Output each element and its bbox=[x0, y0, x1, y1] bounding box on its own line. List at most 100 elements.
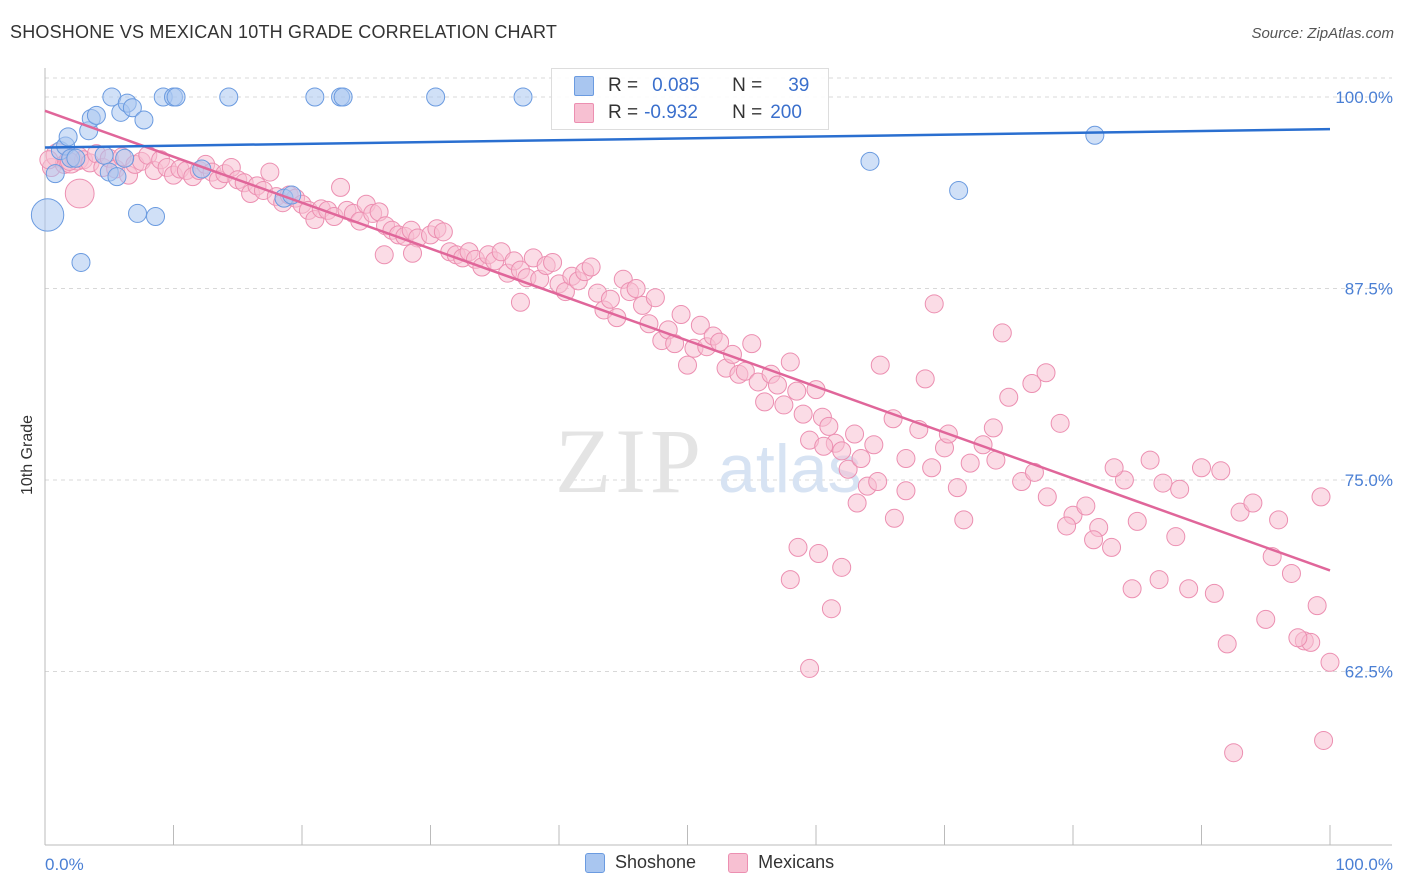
mexicans-point bbox=[864, 435, 884, 455]
mexicans-point bbox=[1037, 487, 1057, 507]
mexicans-point bbox=[671, 305, 691, 325]
mexicans-point bbox=[992, 323, 1012, 343]
mexicans-point bbox=[793, 404, 813, 424]
mexicans-point bbox=[954, 510, 974, 530]
shoshone-n-label: N = bbox=[732, 75, 763, 96]
mexicans-r-label: R = bbox=[608, 102, 639, 123]
legend-item-shoshone[interactable]: Shoshone bbox=[585, 852, 696, 873]
mexicans-point bbox=[581, 257, 601, 277]
mexicans-n-value: 200 bbox=[770, 102, 802, 123]
mexicans-point bbox=[922, 458, 942, 478]
shoshone-point bbox=[122, 98, 142, 118]
mexicans-point bbox=[821, 599, 841, 619]
mexicans-point bbox=[742, 334, 762, 354]
mexicans-point bbox=[1122, 579, 1142, 599]
mexicans-n-label: N = bbox=[732, 102, 763, 123]
mexicans-point bbox=[870, 355, 890, 375]
mexicans-point bbox=[665, 334, 685, 354]
mexicans-point bbox=[1050, 413, 1070, 433]
mexicans-point bbox=[924, 294, 944, 314]
mexicans-point bbox=[1256, 609, 1276, 629]
mexicans-point bbox=[1170, 479, 1190, 499]
mexicans-point bbox=[1179, 579, 1199, 599]
mexicans-point bbox=[868, 472, 888, 492]
chart-title: SHOSHONE VS MEXICAN 10TH GRADE CORRELATI… bbox=[10, 22, 558, 42]
shoshone-point bbox=[333, 87, 353, 107]
source-label: Source: ZipAtlas.com bbox=[1251, 25, 1394, 42]
mexicans-point bbox=[819, 416, 839, 436]
shoshone-point bbox=[107, 167, 127, 187]
mexicans-point bbox=[690, 315, 710, 335]
legend-shoshone-label: Shoshone bbox=[615, 852, 697, 872]
mexicans-point bbox=[510, 292, 530, 312]
mexicans-point bbox=[896, 449, 916, 469]
mexicans-point bbox=[543, 252, 563, 272]
mexicans-point bbox=[973, 435, 993, 455]
shoshone-trend-line bbox=[44, 127, 1331, 149]
mexicans-point bbox=[1024, 462, 1044, 482]
mexicans-point bbox=[600, 289, 620, 309]
mexicans-point bbox=[1084, 530, 1104, 550]
shoshone-point bbox=[30, 198, 65, 232]
shoshone-r-value: 0.085 bbox=[652, 75, 700, 96]
y-tick-label: 100.0% bbox=[1335, 88, 1393, 107]
shoshone-swatch bbox=[574, 76, 594, 96]
mexicans-point bbox=[1057, 516, 1077, 536]
mexicans-point bbox=[832, 557, 852, 577]
mexicans-point bbox=[983, 418, 1003, 438]
mexicans-point bbox=[915, 369, 935, 389]
axes bbox=[44, 68, 1392, 846]
mexicans-point bbox=[1269, 510, 1289, 530]
mexicans-point bbox=[1243, 493, 1263, 513]
trend-lines bbox=[44, 109, 1331, 572]
legend-shoshone-swatch bbox=[585, 852, 605, 873]
mexicans-point bbox=[847, 493, 867, 513]
mexicans-point bbox=[1320, 652, 1340, 672]
mexicans-point bbox=[960, 453, 980, 473]
legend-mexicans-swatch bbox=[728, 852, 749, 873]
mexicans-point bbox=[374, 245, 394, 265]
mexicans-point bbox=[433, 222, 453, 242]
mexicans-point bbox=[947, 478, 967, 498]
shoshone-point bbox=[94, 145, 114, 165]
mexicans-point bbox=[491, 242, 511, 262]
watermark-zip: ZIP bbox=[555, 410, 705, 512]
mexicans-swatch bbox=[574, 103, 594, 123]
shoshone-point bbox=[146, 206, 166, 226]
shoshone-point bbox=[513, 87, 533, 107]
shoshone-point bbox=[128, 203, 148, 223]
mexicans-point bbox=[1114, 470, 1134, 490]
shoshone-point bbox=[66, 148, 86, 168]
mexicans-point bbox=[832, 441, 852, 461]
shoshone-point bbox=[86, 105, 106, 125]
mexicans-point bbox=[678, 355, 697, 375]
mexicans-point bbox=[1127, 511, 1147, 531]
mexicans-point bbox=[787, 381, 807, 401]
mexicans-point bbox=[788, 537, 808, 557]
mexicans-point bbox=[1102, 537, 1122, 557]
bottom-legend: Shoshone Mexicans bbox=[585, 852, 866, 873]
legend-item-mexicans[interactable]: Mexicans bbox=[728, 852, 834, 873]
mexicans-point bbox=[999, 387, 1019, 407]
mexicans-point bbox=[755, 392, 775, 412]
tick-labels: 62.5% 75.0% 87.5% 100.0% 0.0% 100.0% bbox=[45, 88, 1393, 874]
y-tick-label: 62.5% bbox=[1345, 663, 1393, 682]
mexicans-point bbox=[1307, 596, 1327, 616]
mexicans-point bbox=[1153, 473, 1173, 493]
shoshone-point bbox=[166, 87, 186, 107]
mexicans-point bbox=[845, 424, 865, 444]
mexicans-point bbox=[331, 177, 351, 197]
mexicans-point bbox=[809, 544, 829, 564]
mexicans-point bbox=[1311, 487, 1331, 507]
mexicans-point bbox=[1076, 496, 1096, 516]
mexicans-point bbox=[64, 178, 95, 209]
mexicans-point bbox=[1022, 373, 1042, 393]
y-tick-label: 75.0% bbox=[1345, 471, 1393, 490]
mexicans-point bbox=[883, 409, 903, 429]
shoshone-point bbox=[58, 127, 78, 147]
mexicans-trend-line bbox=[44, 109, 1331, 572]
mexicans-point bbox=[851, 449, 871, 469]
mexicans-point bbox=[884, 508, 904, 528]
mexicans-point bbox=[1192, 458, 1211, 478]
